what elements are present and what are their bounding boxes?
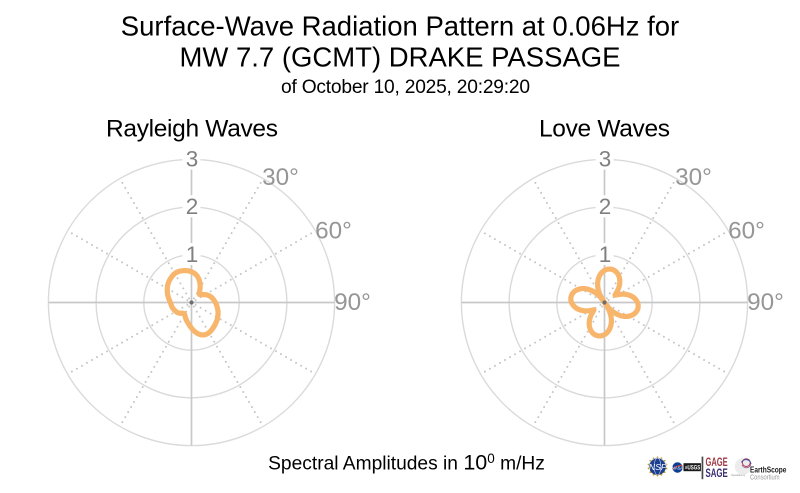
svg-text:Consortium: Consortium [750,473,780,482]
svg-text:Spectral Amplitudes in 100 m/H: Spectral Amplitudes in 100 m/Hz [268,451,545,475]
svg-text:2: 2 [186,194,199,219]
svg-text:SAGE: SAGE [706,467,728,480]
svg-text:90°: 90° [747,289,784,316]
svg-text:60°: 60° [315,218,352,245]
svg-text:60°: 60° [728,218,765,245]
svg-text:1: 1 [186,242,199,267]
svg-text:NASA: NASA [672,466,684,471]
svg-text:3: 3 [186,147,199,172]
svg-text:Rayleigh Waves: Rayleigh Waves [106,116,278,143]
svg-text:2: 2 [599,194,612,219]
svg-text:1: 1 [599,242,612,267]
svg-text:EarthScope: EarthScope [750,465,787,474]
svg-text:≡USGS: ≡USGS [685,465,701,472]
svg-text:NSF: NSF [649,462,667,472]
svg-text:30°: 30° [262,164,299,191]
svg-text:Operated by: Operated by [731,473,746,477]
svg-text:30°: 30° [675,164,712,191]
svg-text:GAGE: GAGE [706,456,728,469]
svg-text:Surface-Wave Radiation Pattern: Surface-Wave Radiation Pattern at 0.06Hz… [121,11,679,42]
svg-text:3: 3 [599,147,612,172]
svg-text:MW 7.7 (GCMT) DRAKE PASSAGE: MW 7.7 (GCMT) DRAKE PASSAGE [179,41,620,72]
svg-text:90°: 90° [334,289,371,316]
svg-text:of October 10, 2025, 20:29:20: of October 10, 2025, 20:29:20 [281,77,530,98]
svg-text:Love Waves: Love Waves [539,116,670,143]
